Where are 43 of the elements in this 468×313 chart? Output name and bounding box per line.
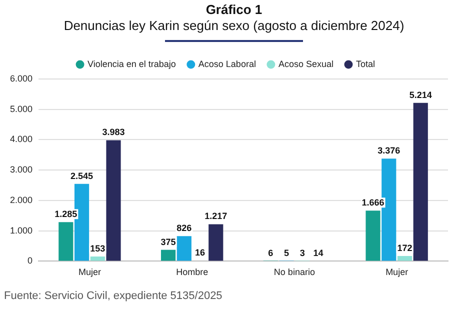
legend-label: Acoso Laboral — [198, 58, 256, 69]
data-label: 826 — [176, 223, 192, 234]
data-label: 1.217 — [204, 211, 228, 222]
x-tick-label: Hombre — [176, 267, 208, 278]
data-label: 375 — [160, 236, 176, 247]
data-label: 5 — [284, 248, 290, 258]
chart-subtitle: Denuncias ley Karin según sexo (agosto a diciembre 2024) — [62, 18, 406, 33]
data-label: 6 — [268, 248, 274, 258]
y-tick-label: 3.000 — [10, 164, 33, 175]
bar — [413, 102, 428, 261]
source-note: Fuente: Servicio Civil, expediente 5135/2025 — [4, 290, 222, 302]
bar — [58, 222, 74, 261]
y-tick-label: 6.000 — [10, 73, 33, 84]
bar — [366, 210, 380, 261]
x-tick-label: Mujer — [386, 267, 408, 278]
data-label: 14 — [313, 248, 324, 258]
bar — [176, 236, 192, 261]
data-label: 3.376 — [378, 146, 400, 156]
x-tick-label: Mujer — [78, 267, 101, 278]
y-tick-label: 5.000 — [10, 104, 33, 114]
legend-label: Acoso Sexual — [278, 58, 334, 69]
chart-title: Gráfico 1 — [204, 2, 264, 17]
legend-label: Total — [356, 58, 375, 69]
bar — [208, 224, 224, 261]
data-label: 1.285 — [54, 209, 78, 220]
data-label: 16 — [195, 248, 206, 258]
data-label: 172 — [397, 242, 412, 253]
legend-label: Violencia en el trabajo — [88, 58, 176, 69]
data-label: 5.214 — [409, 90, 432, 100]
data-label: 3 — [300, 248, 305, 258]
bar — [90, 256, 105, 261]
data-label: 2.545 — [70, 170, 94, 181]
x-tick-label: No binario — [274, 267, 315, 278]
data-label: 1.666 — [362, 198, 384, 208]
y-tick-label: 4.000 — [10, 134, 33, 144]
bar — [106, 140, 121, 261]
y-tick-label: 0 — [28, 256, 33, 266]
data-label: 153 — [90, 244, 106, 254]
y-tick-label: 2.000 — [10, 194, 33, 205]
y-tick-label: 1.000 — [10, 225, 33, 236]
data-label: 3.983 — [102, 127, 125, 138]
bar — [160, 250, 176, 261]
bar — [397, 256, 412, 261]
